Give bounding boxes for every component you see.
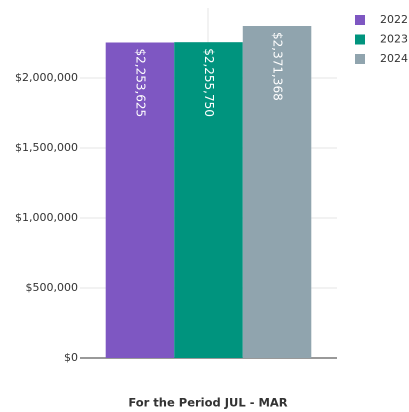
data-label: $2,253,625 (133, 48, 147, 117)
y-tick-label: $1,000,000 (15, 211, 78, 224)
legend-swatch (355, 15, 365, 25)
chart-title: For the Period JUL - MAR (128, 396, 287, 410)
data-label: $2,371,368 (271, 32, 285, 101)
y-tick-label: $500,000 (26, 281, 79, 294)
legend-label: 2022 (380, 13, 408, 26)
legend-label: 2024 (380, 52, 408, 65)
data-label: $2,255,750 (202, 48, 216, 117)
bar (105, 42, 175, 359)
y-tick-label: $0 (64, 351, 78, 364)
y-tick-label: $2,000,000 (15, 71, 78, 84)
legend-swatch (355, 34, 365, 45)
y-tick-label: $1,500,000 (15, 141, 78, 154)
legend-swatch (355, 54, 365, 64)
bar (174, 42, 243, 358)
bar (242, 26, 312, 358)
legend-label: 2023 (380, 33, 408, 46)
